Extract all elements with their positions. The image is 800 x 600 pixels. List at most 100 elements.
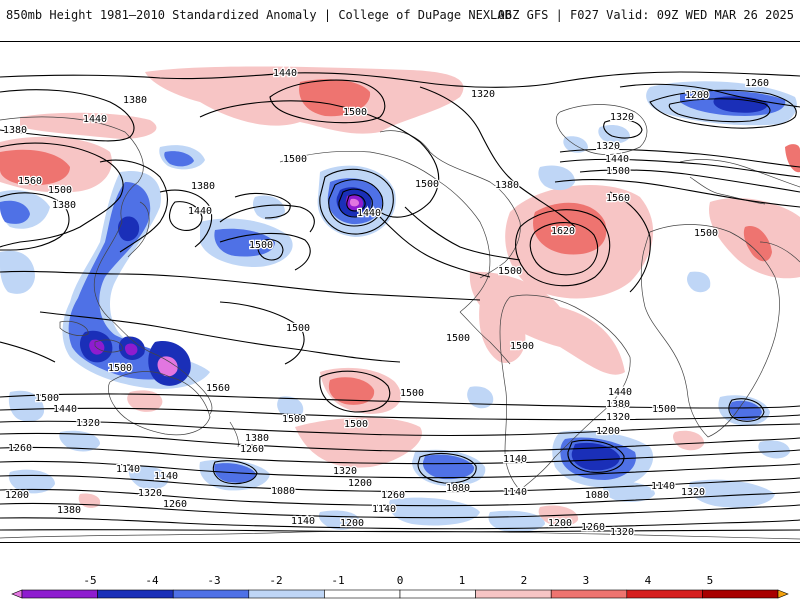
colorbar-tick-label: 0 (397, 574, 404, 587)
anomaly-positive-region (20, 112, 157, 139)
contour-line (0, 517, 800, 530)
contour-label: 1320 (596, 141, 620, 152)
contour-label: 1500 (282, 414, 306, 425)
contour-label: 1140 (116, 464, 140, 475)
colorbar-segment (702, 589, 779, 599)
contour-label: 1140 (291, 516, 315, 527)
contour-label: 1320 (681, 487, 705, 498)
anomaly-negative-region (0, 250, 35, 294)
colorbar-arrow-left (11, 589, 23, 599)
colorbar-tick-label: 5 (707, 574, 714, 587)
contour-line (419, 86, 576, 228)
contour-line (219, 204, 315, 233)
anomaly-negative-region (252, 195, 285, 220)
contour-label: 1260 (745, 78, 769, 89)
contour-label: 1500 (283, 154, 307, 165)
colorbar-segment (475, 589, 552, 599)
anomaly-positive-region (479, 301, 526, 363)
contour-line (319, 168, 394, 235)
contour-line (99, 159, 169, 253)
contour-label: 1200 (340, 518, 364, 529)
colorbar-tick-label: 3 (583, 574, 590, 587)
colorbar-segment (626, 589, 703, 599)
anomaly-positive-region (0, 149, 70, 186)
contour-label: 1260 (163, 499, 187, 510)
contour-label: 1380 (52, 200, 76, 211)
anomaly-negative-region (603, 481, 655, 502)
colorbar-tick-label: 1 (459, 574, 466, 587)
coastline (459, 311, 511, 365)
contour-line (199, 100, 440, 218)
contour-line (0, 71, 800, 88)
contour-label: 1560 (206, 383, 230, 394)
colorbar-segment (399, 589, 476, 599)
contour-line (609, 191, 651, 293)
anomaly-negative-region (157, 356, 178, 377)
contour-line (338, 188, 373, 218)
contour-line (379, 216, 491, 278)
anomaly-positive-region (469, 271, 625, 375)
contour-label: 1320 (471, 89, 495, 100)
contour-label: 1440 (357, 208, 381, 219)
anomaly-positive-region (328, 377, 375, 405)
anomaly-negative-region (538, 165, 575, 191)
contour-label: 1500 (510, 341, 534, 352)
contour-label: 1440 (605, 154, 629, 165)
coastline (108, 371, 211, 436)
contour-label: 1500 (48, 185, 72, 196)
contour-label: 1200 (685, 90, 709, 101)
contour-label: 1500 (415, 179, 439, 190)
height-contours (0, 71, 800, 533)
contour-label: 1440 (273, 68, 297, 79)
contour-label: 1380 (191, 181, 215, 192)
coastline (229, 421, 239, 448)
contour-label: 1140 (503, 454, 527, 465)
anomaly-negative-region (59, 430, 100, 452)
contour-label: 1200 (5, 490, 29, 501)
coastline (679, 159, 800, 188)
coastline (59, 321, 89, 336)
contour-line (728, 398, 765, 422)
anomaly-negative-region (349, 198, 359, 207)
colorbar-tick-label: 4 (645, 574, 652, 587)
anomaly-positive-region (78, 493, 101, 508)
coastline (379, 130, 521, 279)
coastline (499, 294, 631, 491)
contour-label: 1080 (271, 486, 295, 497)
contour-line (559, 148, 800, 168)
contour-line (0, 142, 124, 248)
contour-line (529, 222, 599, 276)
coastline (127, 201, 150, 258)
contour-label: 1380 (606, 399, 630, 410)
colorbar-segment (550, 589, 628, 599)
colorbar-tick-label: 2 (521, 574, 528, 587)
anomaly-negative-region (758, 440, 790, 459)
colorbar-tick-label: -5 (83, 574, 96, 587)
contour-line (219, 301, 305, 365)
colorbar-segment (248, 589, 325, 599)
contour-line (212, 460, 258, 485)
contour-line (269, 79, 386, 124)
coastline (107, 316, 213, 415)
contour-label: 1380 (495, 180, 519, 191)
contour-line (0, 529, 800, 533)
contour-label: 1320 (610, 112, 634, 123)
contour-line (219, 232, 311, 271)
contour-line (603, 119, 643, 139)
contour-label: 1320 (333, 466, 357, 477)
contour-label: 1560 (18, 176, 42, 187)
contour-line (619, 83, 800, 108)
contour-label: 1500 (35, 393, 59, 404)
chart-header: 850mb Height 1981–2010 Standardized Anom… (0, 0, 800, 30)
contour-line (579, 169, 800, 193)
contour-label: 1380 (57, 505, 81, 516)
contour-label: 1380 (245, 433, 269, 444)
colorbar-arrow-right (777, 589, 789, 599)
anomaly-negative-region (467, 386, 494, 409)
coastline (640, 224, 780, 438)
anomaly-map[interactable]: 1440 1380 1440 1320 1500 1380 1500 1380 1320 1200… (0, 41, 800, 543)
contour-label: 1140 (651, 481, 675, 492)
contour-line (0, 270, 481, 301)
contour-label: 1260 (240, 444, 264, 455)
contour-line (346, 194, 366, 212)
